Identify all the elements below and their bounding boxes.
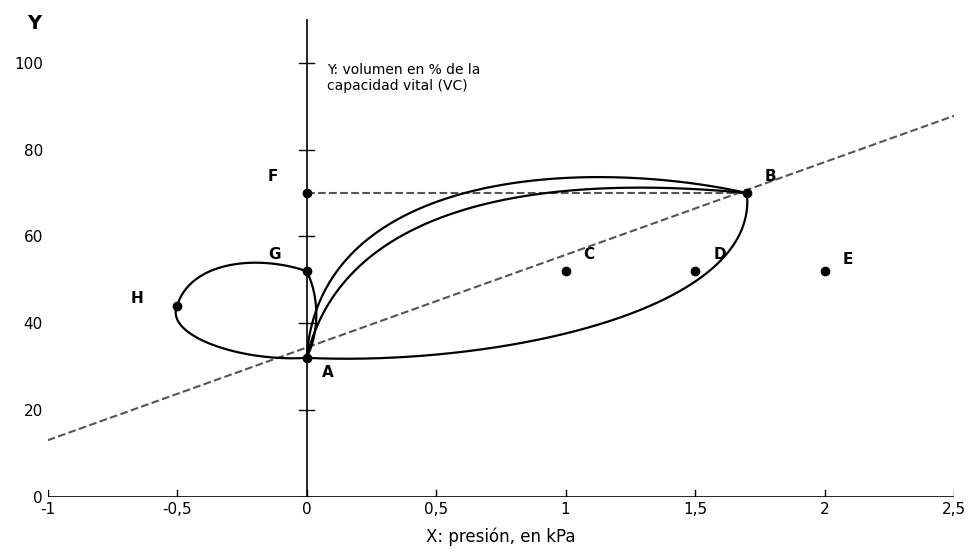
Text: G: G [268, 248, 280, 263]
Text: C: C [584, 248, 595, 263]
Text: Y: volumen en % de la
capacidad vital (VC): Y: volumen en % de la capacidad vital (V… [327, 63, 481, 93]
Text: F: F [268, 169, 278, 184]
Text: H: H [130, 291, 143, 306]
Text: D: D [713, 248, 726, 263]
Text: B: B [765, 169, 776, 184]
Text: E: E [843, 252, 853, 267]
X-axis label: X: presión, en kPa: X: presión, en kPa [426, 528, 575, 546]
Text: Y: Y [26, 15, 41, 33]
Text: A: A [322, 365, 334, 380]
